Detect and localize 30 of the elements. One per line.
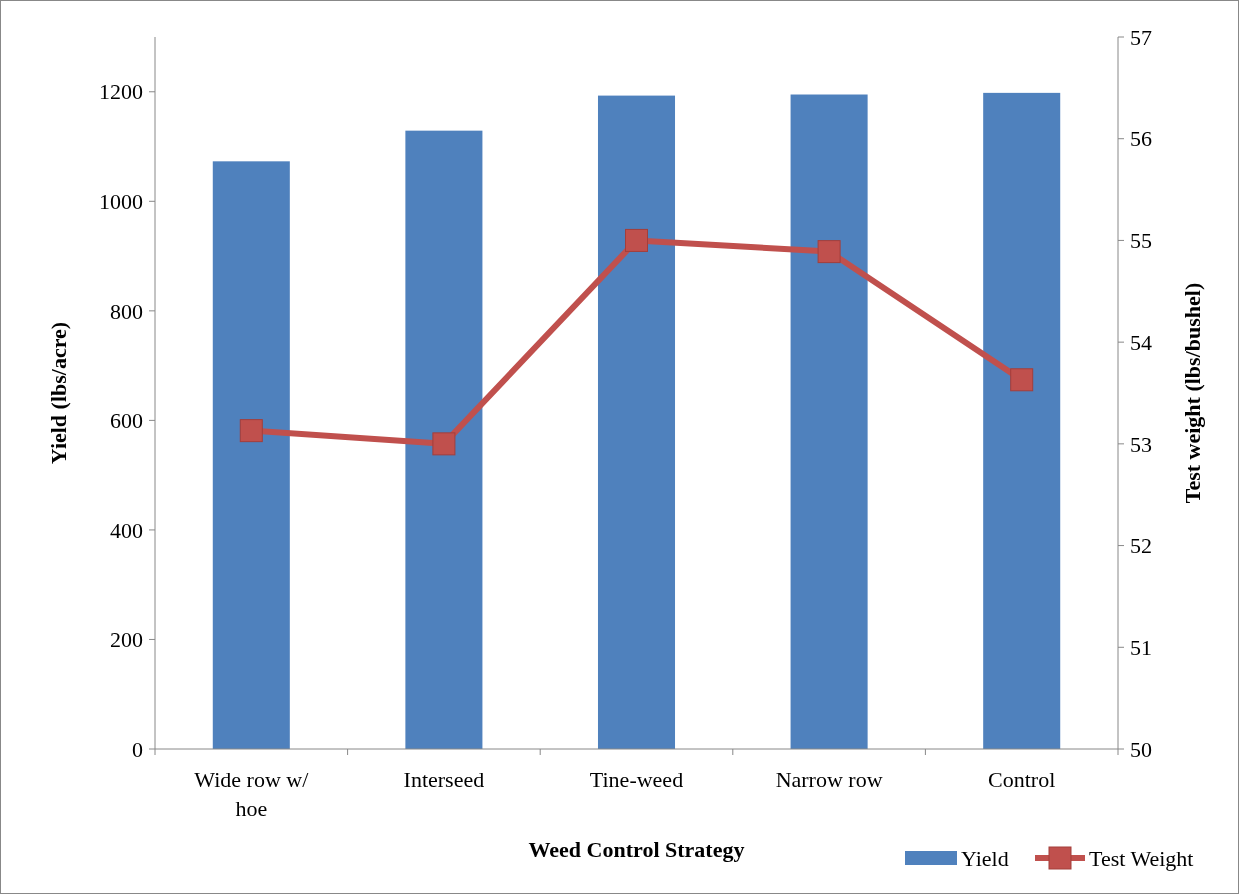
y-tick-label: 1000 [99, 189, 143, 215]
y2-tick-label: 56 [1130, 126, 1152, 152]
x-tick-label: Control [988, 767, 1056, 792]
point [1010, 368, 1034, 392]
point [625, 228, 648, 252]
y2-tick-label: 55 [1130, 228, 1152, 254]
y-tick-label: 1200 [99, 79, 143, 105]
x-axis-title: Weed Control Strategy [528, 837, 745, 862]
legend-label: Yield [961, 845, 1009, 871]
y-axis-title: Yield (lbs/acre) [46, 321, 71, 465]
x-tick-label: Narrow row [775, 767, 883, 792]
y2-tick-label: 53 [1130, 431, 1152, 457]
y2-tick-label: 51 [1130, 634, 1152, 660]
point [239, 419, 263, 443]
legend-label: Test Weight [1089, 845, 1194, 871]
y2-tick-label: 50 [1130, 736, 1152, 762]
y-tick-label: 400 [110, 517, 143, 543]
y-tick-label: 600 [110, 408, 143, 434]
y-tick-label: 200 [110, 627, 143, 653]
x-tick-label: Wide row w/ hoe [194, 767, 310, 821]
y2-tick-label: 57 [1130, 24, 1152, 50]
x-tick-label: Tine-weed [589, 767, 684, 792]
y-tick-label: 0 [132, 736, 143, 762]
y2-tick-label: 52 [1130, 533, 1152, 559]
point [432, 432, 456, 456]
y2-tick-label: 54 [1130, 329, 1152, 355]
point [817, 240, 841, 264]
x-tick-label: Interseed [403, 767, 485, 792]
y2-axis-title: Test weight (lbs/bushel) [1180, 282, 1205, 504]
y-tick-label: 800 [110, 298, 143, 324]
